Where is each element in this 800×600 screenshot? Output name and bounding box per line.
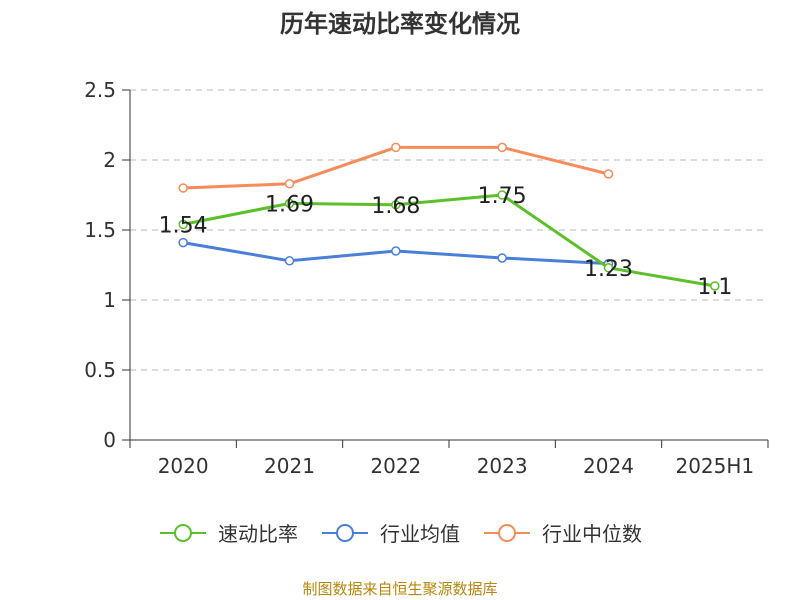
series-2-point (391, 142, 401, 153)
source-note: 制图数据来自恒生聚源数据库 (302, 580, 498, 598)
legend-line-icon (160, 523, 206, 542)
series-1-point (391, 246, 401, 256)
x-tick-label: 2022 (370, 454, 421, 478)
series-1-point (497, 253, 507, 263)
series-line-2 (183, 145, 609, 190)
y-tick-label: 2.5 (84, 78, 116, 102)
legend-label: 速动比率 (218, 522, 298, 546)
legend-line-icon (322, 523, 368, 542)
y-tick-label: 0 (103, 428, 116, 452)
y-tick-label: 2 (103, 148, 116, 172)
series-0-point (284, 198, 295, 209)
data-label: 1.69 (265, 192, 314, 217)
series-0-point (178, 219, 188, 230)
data-label: 1.1 (697, 275, 732, 300)
series-2-point (497, 142, 507, 153)
legend-swatch-marker-2 (498, 523, 516, 542)
series-0-point (391, 200, 401, 210)
legend-item-1[interactable]: 行业均值 (320, 518, 460, 547)
y-tick-label: 1 (103, 288, 116, 312)
series-0-point (710, 281, 720, 291)
legend-label: 行业均值 (380, 522, 460, 546)
series-lines (178, 142, 720, 291)
data-label: 1.54 (159, 213, 208, 238)
data-label: 1.68 (371, 194, 420, 219)
axes: 0 0.5 1 1.5 2 2.5 2020 2021 2022 2023 2024 2025H1 (84, 78, 769, 478)
legend-swatch-marker-1 (336, 523, 354, 542)
legend-item-0[interactable]: 速动比率 (158, 518, 298, 547)
series-2-point (178, 183, 188, 193)
legend-swatch-marker-0 (174, 523, 192, 542)
series-line-0 (182, 193, 716, 288)
data-label: 1.23 (584, 257, 633, 282)
x-tick-label: 2025H1 (675, 454, 754, 478)
legend-line-icon (484, 523, 530, 542)
y-tick-label: 1.5 (84, 218, 116, 242)
series-2-point (284, 179, 295, 189)
legend: 速动比率 行业均值 行业中位数 (0, 518, 800, 547)
series-0-point (603, 263, 614, 273)
y-tick-label: 0.5 (84, 358, 116, 382)
data-label: 1.75 (478, 184, 527, 209)
x-tick-label: 2023 (477, 454, 528, 478)
series-1-point (178, 237, 188, 248)
series-2-point (603, 169, 614, 179)
x-tick-label: 2021 (264, 454, 315, 478)
x-tick-label: 2020 (158, 454, 209, 478)
chart-title: 历年速动比率变化情况 (280, 10, 520, 38)
series-0-point (497, 190, 507, 200)
legend-label: 行业中位数 (542, 522, 642, 546)
legend-item-2[interactable]: 行业中位数 (482, 518, 642, 547)
data-labels: 1.54 1.69 1.68 1.75 1.23 1.1 (159, 184, 733, 300)
series-1-point (284, 256, 295, 266)
grid-lines (130, 89, 768, 371)
x-tick-label: 2024 (583, 454, 634, 478)
